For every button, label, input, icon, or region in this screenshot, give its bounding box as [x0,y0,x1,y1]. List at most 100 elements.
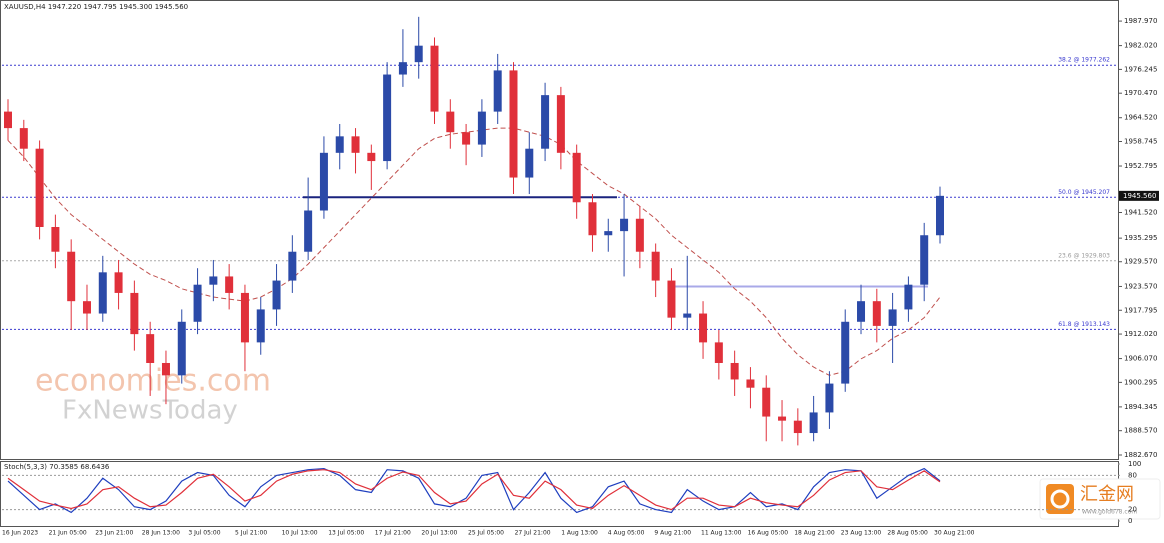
candle-body [19,128,28,149]
x-tick-label: 28 Jun 13:00 [142,530,180,537]
candle-body [35,148,44,227]
candle-body [383,74,392,162]
candle-body [288,251,297,281]
brand-icon [1050,489,1070,509]
watermark: FxNewsToday [62,396,238,426]
x-tick-label: 10 Jul 13:00 [282,530,318,537]
y-tick-label: 1882.670 [1124,451,1157,459]
candle-body [256,309,265,343]
candle-body [4,111,12,129]
stoch-title: Stoch(5,3,3) 70.3585 68.6436 [4,463,110,471]
candle-body [462,132,471,145]
candle-body [825,383,834,413]
candle-body [98,272,107,314]
candle-body [67,251,76,302]
candle-body [193,284,202,322]
brand-name: 汇金网 [1080,484,1134,505]
y-tick-label: 1888.570 [1124,427,1157,435]
y-tick-label: 0 [1128,517,1132,525]
y-tick-label: 1987.970 [1124,17,1157,25]
candle-body [240,292,249,343]
fib-label: 50.0 @ 1945.207 [1058,189,1110,196]
candle-body [335,136,344,153]
x-tick-label: 18 Aug 21:00 [794,530,835,537]
brand-icon [1046,484,1074,514]
x-tick-label: 28 Aug 05:00 [887,530,928,537]
x-tick-label: 16 Jun 2023 [2,530,38,537]
x-tick-label: 1 Aug 13:00 [561,530,598,537]
y-tick-label: 1906.070 [1124,355,1157,363]
candle-body [146,334,155,363]
y-tick-label: 1952.795 [1124,162,1157,170]
chart-title: XAUUSD,H4 1947.220 1947.795 1945.300 194… [4,3,188,11]
y-tick-label: 1976.245 [1124,65,1157,73]
candle-body [414,45,423,63]
y-tick-label: 1958.745 [1124,138,1157,146]
x-tick-label: 5 Jul 21:00 [235,530,267,537]
candle-body [525,148,534,178]
candle-body [114,272,123,293]
x-tick-label: 21 Jun 05:00 [49,530,87,537]
candle-body [651,251,660,281]
x-tick-label: 17 Jul 21:00 [375,530,411,537]
candle-body [588,202,597,236]
x-tick-label: 13 Jul 05:00 [328,530,364,537]
candle-body [493,70,502,112]
y-tick-label: 1912.020 [1124,330,1157,338]
candle-body [762,387,771,417]
candle-body [635,218,644,252]
candle-body [304,210,313,252]
fib-label: 23.6 @ 1929.803 [1058,252,1110,259]
candle-body [620,218,629,232]
candle-body [872,301,881,326]
last-price-label: 1945.560 [1123,192,1156,200]
stoch-line [7,469,941,511]
candle-body [272,280,281,310]
y-tick-label: 1982.020 [1124,42,1157,50]
candle-body [920,235,929,285]
candle-body [746,379,755,388]
candle-body [857,301,866,322]
y-tick-label: 1935.295 [1124,234,1157,242]
y-tick-label: 100 [1128,460,1141,468]
candle-body [841,321,850,384]
y-tick-label: 20 [1128,506,1137,514]
candle-body [714,342,723,363]
candle-body [509,70,518,178]
x-tick-label: 23 Aug 13:00 [841,530,882,537]
candle-body [809,412,818,434]
candle-body [398,62,407,75]
brand: 汇金网 www.gold678.com [1039,478,1161,520]
watermark: economies.com [35,364,271,399]
y-tick-label: 1929.570 [1124,258,1157,266]
x-tick-label: 20 Jul 13:00 [421,530,457,537]
candle-body [209,276,218,285]
candle-body [430,45,439,112]
y-tick-label: 1964.520 [1124,114,1157,122]
x-tick-label: 23 Jun 21:00 [95,530,133,537]
candle-body [683,313,692,318]
candle-body [604,231,613,236]
candle-body [367,152,376,162]
candle-body [541,95,550,149]
candle-body [51,226,60,252]
fib-label: 61.8 @ 1913.143 [1058,321,1110,328]
x-tick-label: 9 Aug 21:00 [654,530,691,537]
candle-body [225,276,234,293]
x-tick-label: 25 Jul 05:00 [468,530,504,537]
price-panel [0,0,1119,460]
moving-average [7,127,941,376]
x-tick-label: 3 Jul 05:00 [188,530,220,537]
candle-body [730,362,739,380]
candle-body [904,284,913,310]
x-tick-label: 4 Aug 05:00 [608,530,645,537]
candle-body [130,292,139,335]
y-tick-label: 1894.345 [1124,403,1157,411]
last-price-box [1119,190,1159,201]
y-tick-label: 1900.295 [1124,378,1157,386]
y-tick-label: 1923.570 [1124,282,1157,290]
x-tick-label: 30 Aug 21:00 [934,530,975,537]
candle-body [699,313,708,343]
